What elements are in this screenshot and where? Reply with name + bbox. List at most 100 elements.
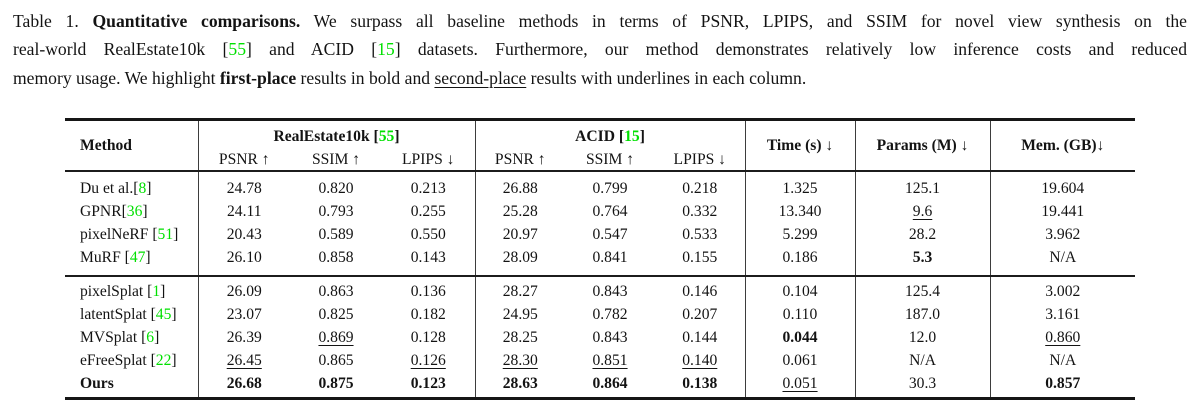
table-row: MVSplat [6] 26.39 0.869 0.128 28.25 0.843 0.14… [65, 326, 1136, 349]
value-cell: 187.0 [854, 303, 991, 326]
column-subheader: SSIM ↑ [311, 151, 361, 168]
value-cell: 0.843 [592, 329, 628, 346]
value-cell: 28.25 [474, 326, 566, 349]
value-cell: 0.213 [410, 180, 446, 197]
value-cell: 0.863 [290, 275, 382, 303]
value-cell: 23.07 [197, 303, 290, 326]
value-cell: 3.161 [989, 303, 1136, 326]
column-group-header-realestate10k: RealEstate10k [55] [197, 119, 476, 150]
table-row: pixelSplat [1] 26.09 0.863 0.136 28.27 0.843 0… [65, 275, 1136, 303]
value-cell: 0.857 [989, 372, 1136, 399]
value-cell: 0.860 [989, 326, 1136, 349]
method-name: latentSplat [ [80, 306, 156, 323]
dataset-name: ACID [ [575, 128, 625, 145]
value-cell: 0.146 [655, 275, 746, 303]
dataset-name: ] [394, 128, 400, 145]
method-name: ] [145, 249, 151, 266]
method-cell: MVSplat [6] [65, 326, 198, 349]
citation-number: 8 [138, 180, 147, 197]
method-name: ] [142, 203, 148, 220]
citation-number: 22 [155, 352, 172, 369]
column-group-header-acid: ACID [15] [474, 119, 746, 150]
method-name: ] [160, 283, 166, 300]
value-cell: 0.841 [592, 249, 628, 266]
value-cell: 0.550 [410, 226, 446, 243]
value-cell: 0.061 [744, 349, 856, 372]
value-cell: 30.3 [854, 372, 991, 399]
value-cell: 0.851 [592, 352, 628, 369]
value-cell: 26.88 [474, 171, 566, 200]
value-cell: 0.858 [318, 249, 354, 266]
value-cell: 0.843 [565, 275, 656, 303]
value-cell: 0.136 [382, 275, 476, 303]
value-cell: 20.43 [197, 223, 290, 246]
value-cell: 0.207 [682, 306, 718, 323]
value-cell: 0.128 [410, 329, 446, 346]
value-cell: 0.869 [318, 329, 354, 346]
quantitative-comparison-table: Method RealEstate10k [55] ACID [15] Time (s… [65, 118, 1136, 400]
method-name: ] [171, 352, 177, 369]
value-cell: 0.123 [410, 375, 446, 392]
citation-number: 55 [228, 39, 246, 60]
column-header-method: Method [80, 136, 132, 154]
value-cell: 0.793 [318, 203, 354, 220]
caption-text: Quantitative comparisons. [92, 11, 301, 31]
caption-line: Table 1. Quantitative comparisons. We su… [13, 7, 1187, 35]
value-cell: 0.044 [744, 326, 856, 349]
caption-text: second-place [434, 67, 527, 88]
method-name: MuRF [ [80, 249, 130, 266]
method-cell: eFreeSplat [22] [65, 349, 198, 372]
method-cell: Ours [65, 372, 198, 399]
caption-text: memory usage. We highlight [13, 67, 220, 88]
value-cell: 0.589 [318, 226, 354, 243]
citation-number: 47 [129, 249, 146, 266]
value-cell: 24.95 [474, 303, 566, 326]
citation-number: 45 [155, 306, 172, 323]
method-name: ] [173, 226, 179, 243]
table-header: Method RealEstate10k [55] ACID [15] Time (s… [65, 119, 1136, 171]
caption-text: ] datasets. Furthermore, our method demo… [394, 39, 1188, 60]
citation-number: 51 [157, 226, 174, 243]
caption-line: real-world RealEstate10k [55] and ACID [… [13, 35, 1187, 63]
citation-number: 55 [378, 128, 395, 145]
value-cell: 28.2 [854, 223, 991, 246]
column-subheader: PSNR ↑ [197, 150, 290, 171]
value-cell: 0.182 [410, 306, 446, 323]
value-cell: 12.0 [854, 326, 991, 349]
value-cell: 0.782 [592, 306, 628, 323]
value-cell: 24.78 [197, 171, 290, 200]
table-row: Du et al.[8] 24.78 0.820 0.213 26.88 0.799 0.2… [65, 171, 1136, 200]
column-header-scalar: Time (s) ↓ [744, 119, 856, 171]
value-cell: 0.255 [410, 203, 446, 220]
table-body: Du et al.[8] 24.78 0.820 0.213 26.88 0.799 0.2… [65, 171, 1136, 399]
value-cell: 0.799 [592, 180, 628, 197]
value-cell: 0.138 [682, 375, 718, 392]
value-cell: 0.533 [682, 226, 718, 243]
value-cell: 28.27 [474, 275, 566, 303]
method-cell: Du et al.[8] [65, 171, 198, 200]
value-cell: N/A [989, 349, 1136, 372]
value-cell: 28.63 [474, 372, 566, 399]
value-cell: 0.155 [682, 249, 718, 266]
value-cell: 0.332 [682, 203, 718, 220]
table-caption: Table 1. Quantitative comparisons. We su… [13, 7, 1187, 92]
value-cell: 0.051 [744, 372, 856, 399]
method-name: Ours [80, 375, 114, 392]
value-cell: N/A [854, 349, 991, 372]
citation-number: 6 [146, 329, 155, 346]
value-cell: 0.104 [744, 275, 856, 303]
value-cell: 0.864 [592, 375, 628, 392]
value-cell: 26.39 [197, 326, 290, 349]
method-cell: pixelNeRF [51] [65, 223, 198, 246]
table-row: MuRF [47] 26.10 0.858 0.143 28.09 0.841 0.155 0… [65, 246, 1136, 276]
citation-number: 36 [126, 203, 143, 220]
table-row: GPNR[36] 24.11 0.793 0.255 25.28 0.764 0.332 13… [65, 200, 1136, 223]
value-cell: 0.140 [682, 352, 718, 369]
value-cell: 0.865 [318, 352, 354, 369]
value-cell: 9.6 [854, 200, 991, 223]
column-subheader: PSNR ↑ [474, 150, 566, 171]
value-cell: 28.30 [474, 349, 566, 372]
value-cell: N/A [989, 246, 1136, 276]
table-row: latentSplat [45] 23.07 0.825 0.182 24.95 0.78… [65, 303, 1136, 326]
value-cell: 5.3 [854, 246, 991, 276]
